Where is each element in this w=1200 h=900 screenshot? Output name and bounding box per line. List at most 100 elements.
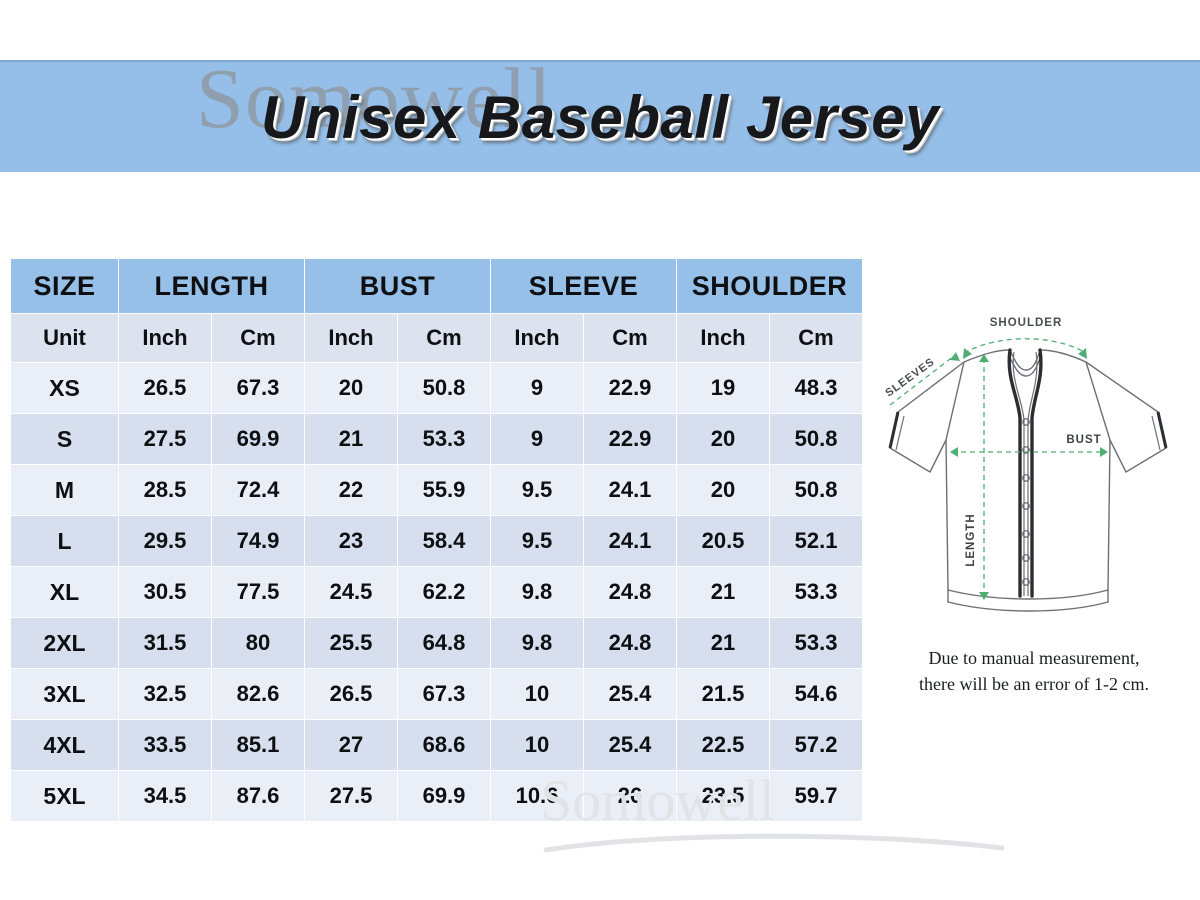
size-label-cell: 5XL [10, 770, 119, 822]
diagram-label-bust: BUST [1066, 434, 1101, 446]
table-row: 2XL 31.5 80 25.5 64.8 9.8 24.8 21 53.3 [10, 617, 864, 669]
measurement-cell: 85.1 [211, 719, 305, 771]
size-label-cell: M [10, 464, 119, 516]
measurement-cell: 72.4 [211, 464, 305, 516]
table-row: M 28.5 72.4 22 55.9 9.5 24.1 20 50.8 [10, 464, 864, 516]
size-label-cell: 4XL [10, 719, 119, 771]
measurement-cell: 20 [676, 413, 771, 465]
measurement-cell: 53.3 [769, 617, 864, 669]
measurement-cell: 26.5 [304, 668, 398, 720]
measurement-cell: 80 [211, 617, 305, 669]
table-row: 4XL 33.5 85.1 27 68.6 10 25.4 22.5 57.2 [10, 719, 864, 771]
table-row: XS 26.5 67.3 20 50.8 9 22.9 19 48.3 [10, 362, 864, 414]
measurement-cell: 48.3 [769, 362, 864, 414]
measurement-cell: 22.9 [582, 413, 678, 465]
measurement-cell: 9.5 [490, 464, 584, 516]
measurement-cell: 9 [490, 362, 584, 414]
measurement-cell: 26.5 [118, 362, 212, 414]
size-chart-table: SIZE LENGTH BUST SLEEVE SHOULDER Unit Inch C… [10, 258, 864, 822]
measurement-cell: 33.5 [118, 719, 212, 771]
measurement-cell: 69.9 [397, 770, 491, 822]
column-header-unit-7: Cm [769, 313, 864, 363]
measurement-cell: 82.6 [211, 668, 305, 720]
measurement-cell: 25.4 [582, 719, 678, 771]
size-label-cell: 2XL [10, 617, 119, 669]
measurement-cell: 27.5 [118, 413, 212, 465]
measurement-cell: 59.7 [769, 770, 864, 822]
measurement-cell: 21 [304, 413, 398, 465]
measurement-cell: 74.9 [211, 515, 305, 567]
measurement-cell: 10 [490, 668, 584, 720]
measurement-cell: 67.3 [397, 668, 491, 720]
measurement-cell: 10 [490, 719, 584, 771]
page-title: Unisex Baseball Jersey [260, 83, 940, 151]
column-header-size: SIZE [10, 258, 119, 314]
watermark-swoosh-icon [543, 833, 1005, 853]
unit-header-row: Unit Inch Cm Inch Cm Inch Cm Inch Cm [10, 313, 864, 363]
jersey-illustration-svg: SHOULDER SLEEVES BUST LENGTH [883, 317, 1168, 612]
measurement-cell: 50.8 [769, 464, 864, 516]
table-row: XL 30.5 77.5 24.5 62.2 9.8 24.8 21 53.3 [10, 566, 864, 618]
measurement-cell: 21.5 [676, 668, 771, 720]
column-header-unit-3: Cm [397, 313, 491, 363]
measurement-cell: 9.8 [490, 566, 584, 618]
measurement-cell: 22 [304, 464, 398, 516]
column-header-group-sleeve: SLEEVE [489, 258, 678, 314]
measurement-cell: 50.8 [769, 413, 864, 465]
table-row: 3XL 32.5 82.6 26.5 67.3 10 25.4 21.5 54.6 [10, 668, 864, 720]
measurement-cell: 22.9 [582, 362, 678, 414]
table-row: S 27.5 69.9 21 53.3 9 22.9 20 50.8 [10, 413, 864, 465]
measurement-cell: 27 [304, 719, 398, 771]
measurement-cell: 62.2 [397, 566, 491, 618]
measurement-cell: 24.1 [582, 464, 678, 516]
measurement-cell: 20.5 [676, 515, 771, 567]
column-header-unit-0: Inch [118, 313, 212, 363]
measurement-cell: 53.3 [397, 413, 491, 465]
measurement-cell: 50.8 [397, 362, 491, 414]
measurement-cell: 34.5 [118, 770, 212, 822]
column-header-unit-4: Inch [490, 313, 584, 363]
measurement-cell: 55.9 [397, 464, 491, 516]
measurement-cell: 87.6 [211, 770, 305, 822]
table-head: SIZE LENGTH BUST SLEEVE SHOULDER Unit Inch C… [10, 258, 864, 363]
measurement-cell: 9.5 [490, 515, 584, 567]
measurement-cell: 23.5 [676, 770, 771, 822]
measurement-cell: 28.5 [118, 464, 212, 516]
table-body: XS 26.5 67.3 20 50.8 9 22.9 19 48.3 S 27.5 69.9 21 53… [10, 362, 864, 822]
measurement-cell: 77.5 [211, 566, 305, 618]
measurement-cell: 25.5 [304, 617, 398, 669]
measurement-cell: 24.5 [304, 566, 398, 618]
measurement-cell: 54.6 [769, 668, 864, 720]
jersey-diagram: SHOULDER SLEEVES BUST LENGTH [868, 300, 1190, 640]
measurement-cell: 29.5 [118, 515, 212, 567]
measurement-cell: 9.8 [490, 617, 584, 669]
measurement-cell: 10.6 [490, 770, 584, 822]
diagram-label-shoulder: SHOULDER [990, 317, 1063, 329]
diagram-label-length: LENGTH [965, 513, 977, 566]
diagram-label-sleeves: SLEEVES [883, 356, 937, 400]
measurement-cell: 25.4 [582, 668, 678, 720]
measurement-cell: 32.5 [118, 668, 212, 720]
column-header-unit-6: Inch [676, 313, 771, 363]
size-label-cell: XS [10, 362, 119, 414]
measurement-disclaimer: Due to manual measurement, there will be… [884, 645, 1184, 697]
size-label-cell: XL [10, 566, 119, 618]
measurement-cell: 26 [582, 770, 678, 822]
table-row: L 29.5 74.9 23 58.4 9.5 24.1 20.5 52.1 [10, 515, 864, 567]
size-label-cell: S [10, 413, 119, 465]
measurement-cell: 52.1 [769, 515, 864, 567]
measurement-cell: 19 [676, 362, 771, 414]
column-header-group-bust: BUST [304, 258, 491, 314]
measurement-cell: 64.8 [397, 617, 491, 669]
measurement-cell: 69.9 [211, 413, 305, 465]
measurement-cell: 27.5 [304, 770, 398, 822]
measurement-cell: 24.8 [582, 617, 678, 669]
measurement-cell: 68.6 [397, 719, 491, 771]
measurement-cell: 20 [304, 362, 398, 414]
title-banner: Somowell Unisex Baseball Jersey [0, 60, 1200, 172]
size-label-cell: L [10, 515, 119, 567]
measurement-cell: 31.5 [118, 617, 212, 669]
measurement-cell: 20 [676, 464, 771, 516]
column-header-unit: Unit [10, 313, 119, 363]
